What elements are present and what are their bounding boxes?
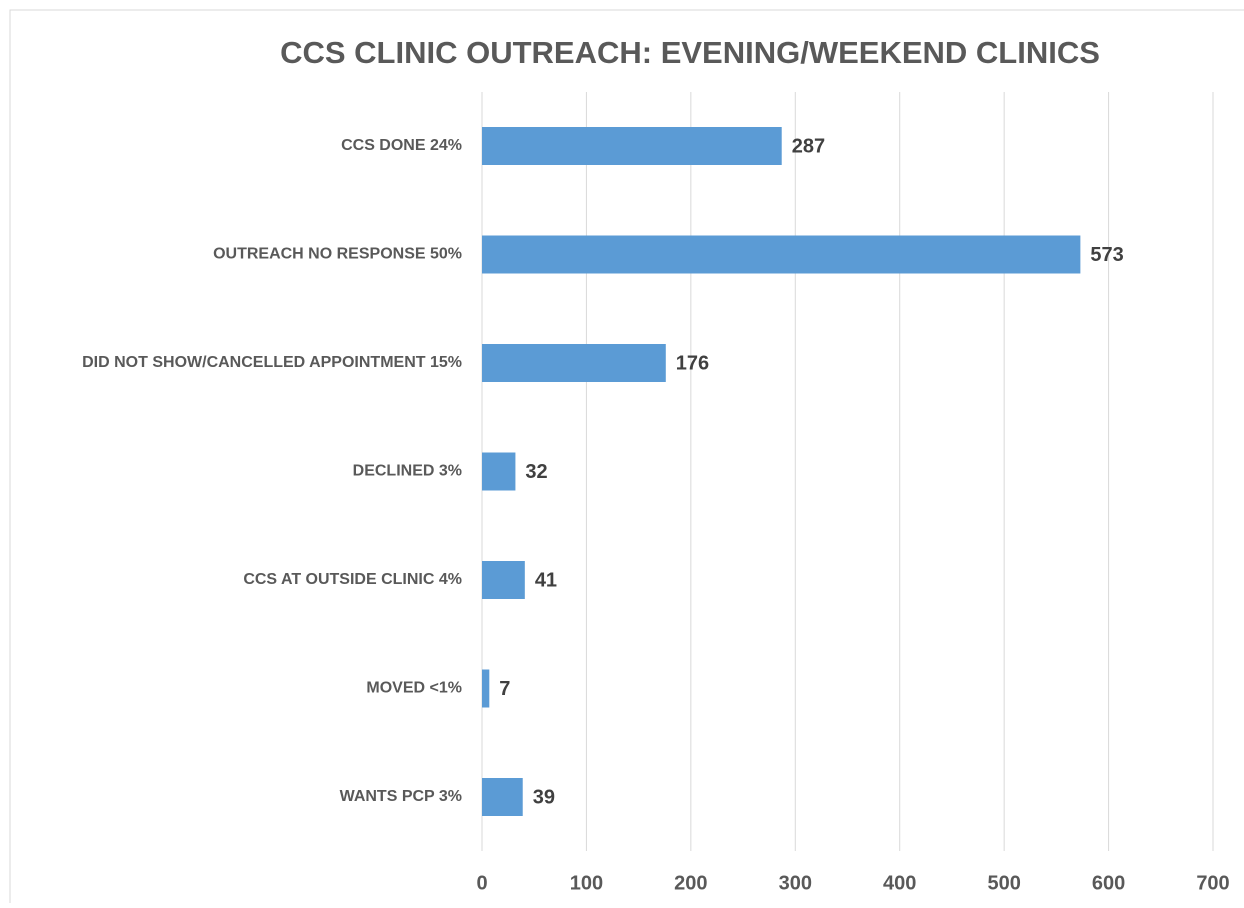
data-label: 32 <box>525 461 547 483</box>
x-tick-label: 100 <box>570 872 603 894</box>
bar <box>482 778 523 816</box>
data-label: 176 <box>676 352 709 374</box>
x-tick-label: 200 <box>674 872 707 894</box>
y-tick-label: CCS DONE 24% <box>341 137 462 154</box>
x-tick-label: 700 <box>1196 872 1229 894</box>
bar <box>482 669 490 708</box>
data-label: 7 <box>499 678 510 700</box>
bar <box>482 127 782 165</box>
bar <box>482 235 1081 274</box>
data-label: 573 <box>1090 244 1123 266</box>
y-tick-label: CCS AT OUTSIDE CLINIC 4% <box>243 571 462 588</box>
bar <box>482 452 516 491</box>
chart-title: CCS CLINIC OUTREACH: EVENING/WEEKEND CLI… <box>280 35 1100 70</box>
bar <box>482 344 666 382</box>
data-label: 41 <box>535 569 557 591</box>
data-label: 287 <box>792 135 825 157</box>
bar <box>482 561 525 599</box>
y-tick-label: OUTREACH NO RESPONSE 50% <box>213 246 462 263</box>
y-tick-label: WANTS PCP 3% <box>340 788 462 805</box>
data-label: 39 <box>533 786 555 808</box>
x-tick-label: 600 <box>1092 872 1125 894</box>
y-tick-label: MOVED <1% <box>366 680 462 697</box>
x-tick-label: 500 <box>987 872 1020 894</box>
x-tick-label: 300 <box>779 872 812 894</box>
y-tick-label: DECLINED 3% <box>353 463 462 480</box>
x-tick-label: 400 <box>883 872 916 894</box>
x-tick-label: 0 <box>476 872 487 894</box>
y-tick-label: DID NOT SHOW/CANCELLED APPOINTMENT 15% <box>82 354 462 371</box>
